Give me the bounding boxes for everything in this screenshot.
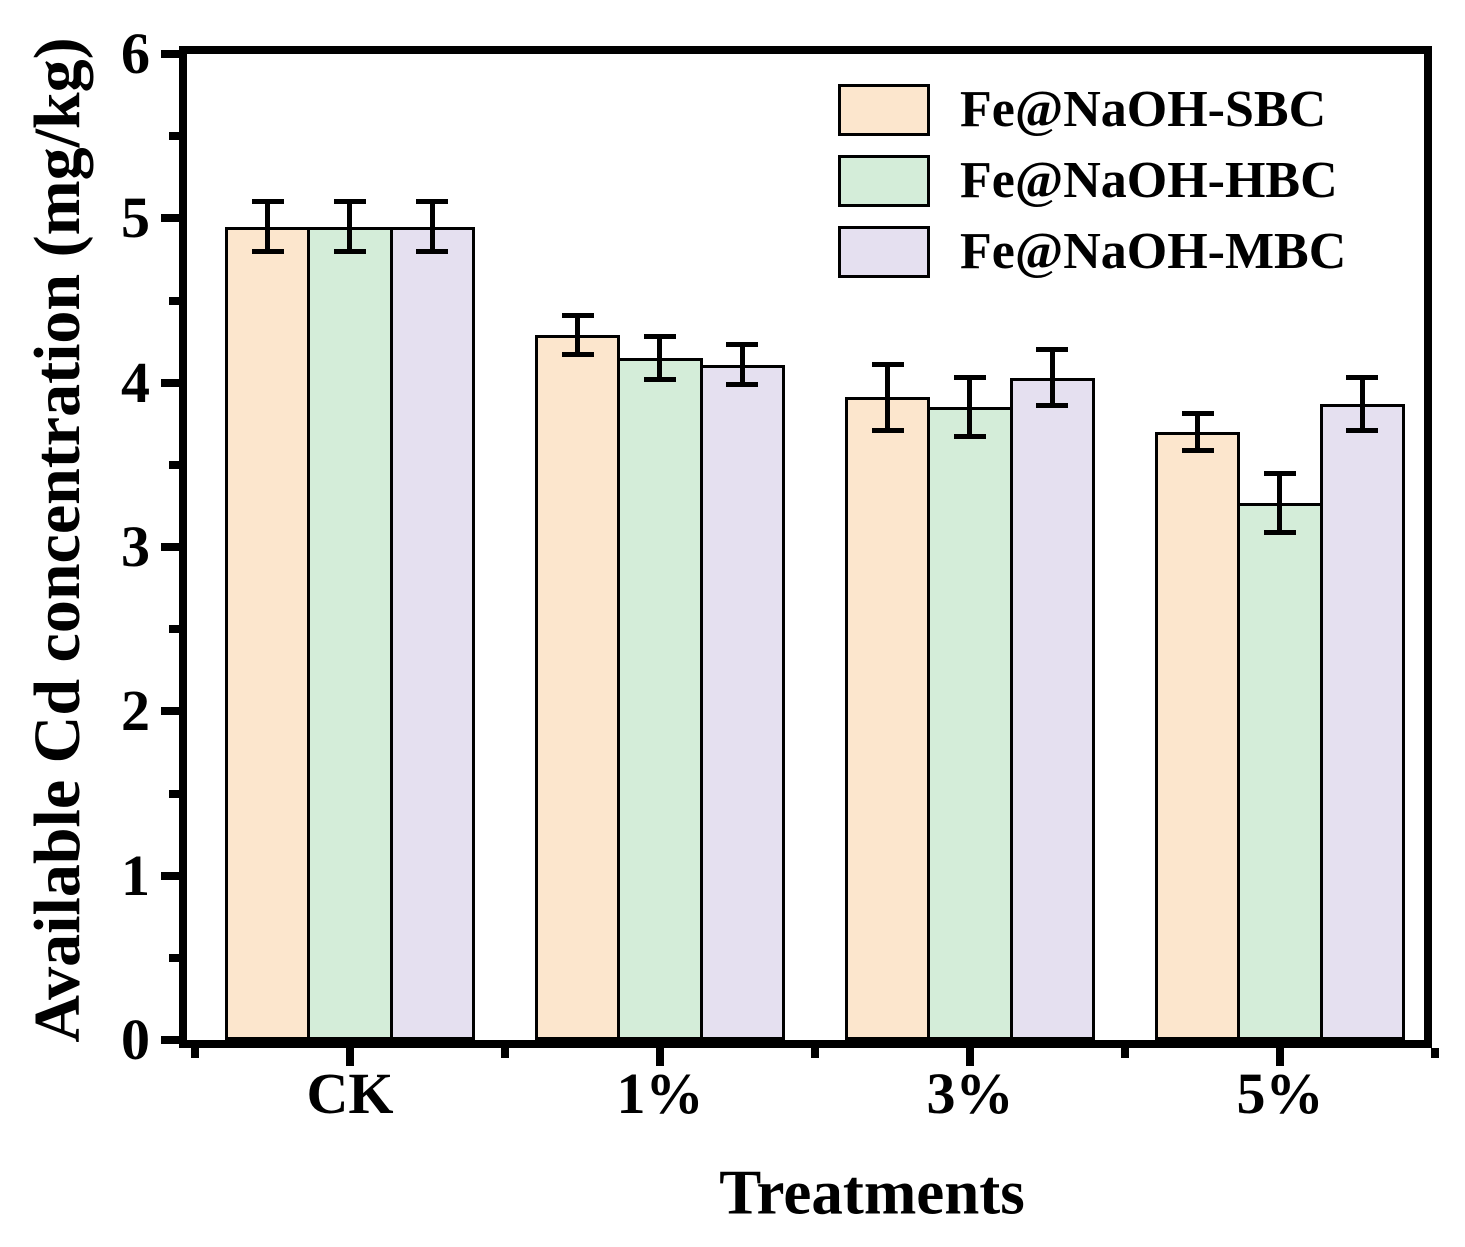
error-bar-stem	[265, 201, 271, 252]
error-bar-cap-bottom	[1036, 403, 1069, 409]
legend-row: Fe@NaOH-MBC	[838, 226, 1346, 278]
legend-label: Fe@NaOH-MBC	[960, 223, 1347, 280]
x-axis-minor-tick	[1431, 1048, 1439, 1058]
error-bar-cap-top	[1263, 470, 1296, 476]
legend-label: Fe@NaOH-HBC	[960, 152, 1338, 209]
x-axis-minor-tick	[811, 1048, 819, 1058]
legend-swatch	[838, 155, 930, 207]
error-bar-cap-top	[871, 362, 904, 368]
bar-Fe@NaOH-MBC-3%	[1009, 377, 1095, 1040]
error-bar-cap-top	[561, 312, 594, 318]
y-axis-minor-tick	[169, 132, 179, 141]
legend-row: Fe@NaOH-HBC	[838, 155, 1346, 207]
bar-Fe@NaOH-HBC-CK	[307, 226, 393, 1040]
legend-label: Fe@NaOH-SBC	[960, 81, 1327, 138]
y-axis-tick-label: 2	[121, 678, 150, 744]
error-bar-stem	[739, 344, 745, 385]
error-bar-stem	[575, 315, 581, 355]
bar-Fe@NaOH-HBC-3%	[927, 407, 1013, 1040]
x-axis-tick-label: 5%	[1236, 1061, 1324, 1126]
legend-row: Fe@NaOH-SBC	[838, 84, 1346, 136]
x-axis-minor-tick	[1121, 1048, 1129, 1058]
error-bar-stem	[885, 364, 891, 431]
error-bar-cap-bottom	[1263, 529, 1296, 535]
x-axis-tick-label: CK	[306, 1061, 394, 1126]
y-axis-major-tick	[161, 871, 179, 880]
x-axis-title: Treatments	[719, 1157, 1025, 1228]
x-axis-minor-tick	[191, 1048, 199, 1058]
y-axis-major-tick	[161, 378, 179, 387]
y-axis-tick-label: 4	[121, 349, 150, 415]
y-axis-major-tick	[161, 543, 179, 551]
bar-Fe@NaOH-MBC-5%	[1319, 404, 1405, 1040]
bar-Fe@NaOH-HBC-5%	[1237, 502, 1323, 1040]
y-axis-major-tick	[161, 214, 179, 223]
error-bar-cap-bottom	[1346, 427, 1379, 433]
bar-Fe@NaOH-MBC-CK	[389, 226, 475, 1040]
y-axis-tick-label: 3	[121, 514, 150, 579]
x-axis-major-tick	[966, 1048, 974, 1066]
error-bar-cap-top	[1346, 375, 1379, 381]
legend-swatch	[838, 226, 930, 278]
y-axis-major-tick	[161, 1036, 179, 1044]
error-bar-stem	[657, 336, 663, 380]
x-axis-tick-label: 1%	[616, 1061, 704, 1126]
x-axis-tick-label: 3%	[926, 1061, 1014, 1126]
error-bar-cap-bottom	[333, 248, 366, 254]
error-bar-cap-top	[333, 199, 366, 205]
error-bar-cap-bottom	[251, 248, 284, 254]
error-bar-cap-top	[1181, 411, 1214, 417]
y-axis-tick-label: 6	[121, 21, 150, 86]
bar-Fe@NaOH-SBC-1%	[535, 335, 621, 1040]
error-bar-cap-bottom	[726, 381, 759, 387]
y-axis-tick-label: 1	[121, 842, 150, 908]
x-axis-minor-tick	[501, 1048, 509, 1058]
error-bar-stem	[429, 201, 435, 252]
error-bar-cap-top	[251, 199, 284, 205]
error-bar-stem	[1359, 377, 1365, 431]
x-axis-major-tick	[656, 1048, 664, 1066]
y-axis-minor-tick	[169, 460, 179, 469]
y-axis-minor-tick	[169, 296, 179, 305]
y-axis-major-tick	[161, 50, 179, 58]
error-bar-stem	[347, 201, 353, 252]
error-bar-cap-top	[416, 199, 449, 205]
x-axis-major-tick	[1276, 1048, 1284, 1066]
error-bar-cap-bottom	[871, 427, 904, 433]
error-bar-cap-bottom	[1181, 447, 1214, 453]
error-bar-cap-bottom	[643, 376, 676, 382]
error-bar-stem	[1277, 473, 1283, 533]
y-axis-major-tick	[161, 707, 179, 716]
y-axis-minor-tick	[169, 789, 179, 798]
legend-swatch	[838, 84, 930, 136]
y-axis-minor-tick	[169, 953, 179, 962]
x-axis-major-tick	[346, 1048, 354, 1066]
bar-Fe@NaOH-MBC-1%	[699, 364, 785, 1040]
bar-Fe@NaOH-SBC-CK	[225, 226, 311, 1040]
error-bar-cap-top	[726, 342, 759, 348]
error-bar-cap-top	[1036, 347, 1069, 353]
legend: Fe@NaOH-SBC Fe@NaOH-HBC Fe@NaOH-MBC	[838, 84, 1346, 297]
error-bar-stem	[1049, 349, 1055, 406]
bar-Fe@NaOH-SBC-5%	[1155, 431, 1241, 1040]
y-axis-tick-label: 0	[121, 1007, 150, 1072]
y-axis-minor-tick	[169, 625, 179, 634]
error-bar-cap-top	[953, 375, 986, 381]
bar-Fe@NaOH-SBC-3%	[845, 397, 931, 1040]
error-bar-cap-top	[643, 334, 676, 340]
error-bar-cap-bottom	[953, 434, 986, 440]
error-bar-cap-bottom	[416, 248, 449, 254]
error-bar-cap-bottom	[561, 352, 594, 358]
bar-Fe@NaOH-HBC-1%	[617, 358, 703, 1040]
error-bar-stem	[1195, 413, 1201, 451]
y-axis-tick-label: 5	[121, 185, 150, 251]
error-bar-stem	[967, 377, 973, 437]
